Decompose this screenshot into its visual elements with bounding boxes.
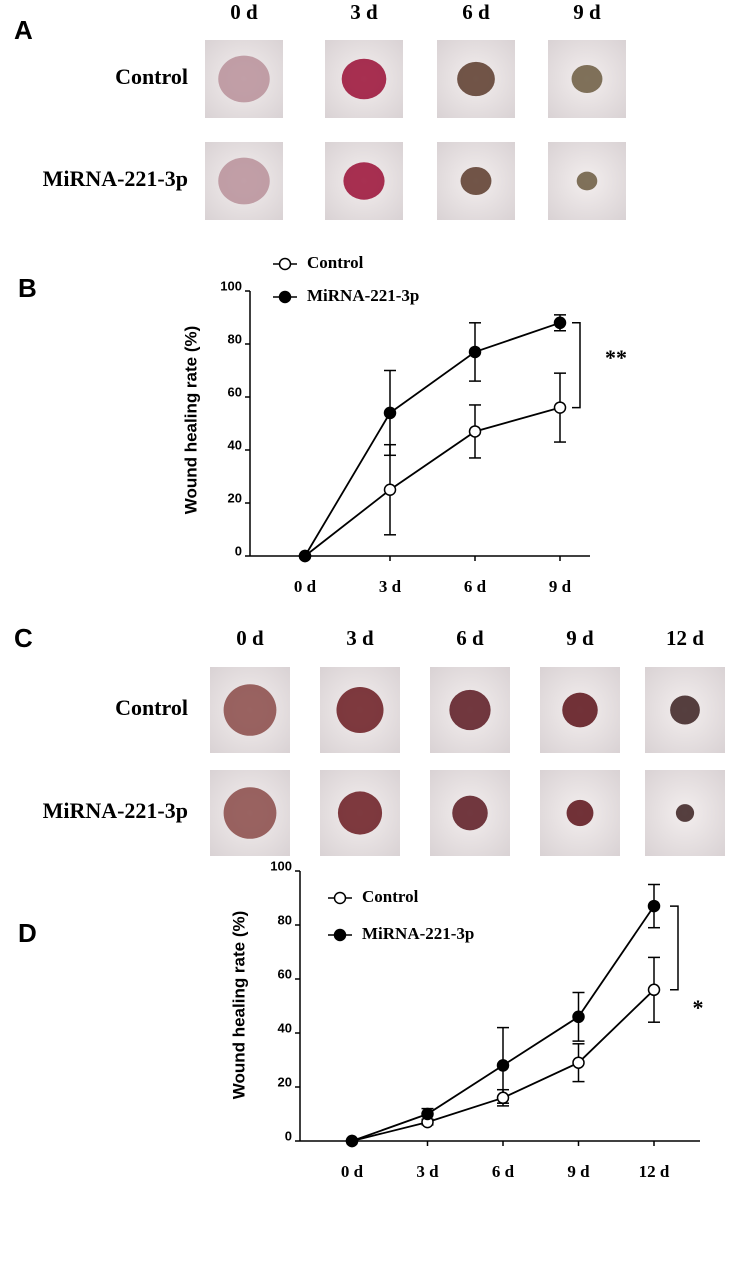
series-line [304,321,561,557]
annotation: * [693,995,704,1020]
column-label: 6 d [456,626,484,650]
legend-label: Control [307,253,364,272]
column-label: 3 d [350,0,378,24]
column-label: 0 d [230,0,258,24]
series-line [304,406,561,557]
column-label: 6 d [462,0,490,24]
y-tick-label: 40 [278,1020,292,1035]
legend-label: MiRNA-221-3p [362,924,474,943]
wound [341,58,387,100]
x-tick-label: 12 d [639,1162,670,1181]
y-tick-label: 40 [228,437,242,452]
significance-bracket [670,905,679,991]
panel-label: C [14,623,33,653]
data-point [468,345,482,359]
y-tick-label: 20 [228,490,242,505]
annotation: ** [605,345,627,370]
data-point [572,1010,585,1024]
y-tick-label: 80 [228,331,242,346]
column-label: 9 d [566,626,594,650]
y-tick-label: 0 [235,543,242,558]
y-tick-label: 100 [270,858,292,873]
wound [223,684,277,736]
significance-bracket [572,322,581,409]
wound [571,64,603,94]
data-point [421,1107,434,1121]
legend-marker [333,928,347,942]
panel-label: D [18,918,37,948]
y-tick-label: 60 [228,384,242,399]
x-tick-label: 6 d [464,577,487,596]
data-point [468,425,482,438]
legend-marker [278,257,292,271]
data-point [383,406,397,420]
x-tick-label: 9 d [567,1162,590,1181]
row-label: MiRNA-221-3p [43,798,188,823]
legend-marker [278,290,292,304]
row-label: Control [115,64,188,89]
wound [460,166,492,196]
panel-label: A [14,15,33,45]
panel-label: B [18,273,37,303]
y-tick-label: 60 [278,966,292,981]
wound [336,687,384,733]
column-label: 0 d [236,626,264,650]
wound [343,162,385,200]
data-point [647,983,661,997]
data-point [496,1091,510,1105]
y-tick-label: 80 [278,912,292,927]
x-tick-label: 6 d [492,1162,515,1181]
wound [218,157,270,205]
legend-marker [333,891,347,905]
wound [452,795,488,831]
column-label: 3 d [346,626,374,650]
data-point [383,483,397,496]
data-point [298,549,312,563]
y-axis-label: Wound healing rate (%) [229,911,248,1100]
row-label: MiRNA-221-3p [43,166,188,191]
wound [449,689,491,731]
x-tick-label: 0 d [341,1162,364,1181]
x-tick-label: 0 d [294,577,317,596]
data-point [572,1056,585,1069]
wound [218,55,270,103]
y-tick-label: 100 [220,278,242,293]
y-axis-label: Wound healing rate (%) [181,326,200,515]
data-point [553,316,567,330]
wound [223,787,277,839]
wound [576,171,598,191]
x-tick-label: 3 d [416,1162,439,1181]
data-point [345,1134,359,1148]
column-label: 9 d [573,0,601,24]
data-point [647,899,661,913]
wound [337,791,383,835]
y-tick-label: 20 [278,1074,292,1089]
x-tick-label: 3 d [379,577,402,596]
data-point [496,1059,510,1072]
row-label: Control [115,695,188,720]
wound [566,799,594,827]
wound [457,61,495,97]
y-tick-label: 0 [285,1128,292,1143]
wound [562,692,598,728]
wound [670,695,700,725]
legend-label: MiRNA-221-3p [307,286,419,305]
legend-label: Control [362,887,419,906]
wound [675,804,695,822]
x-tick-label: 9 d [549,577,572,596]
data-point [553,401,567,414]
column-label: 12 d [666,626,704,650]
